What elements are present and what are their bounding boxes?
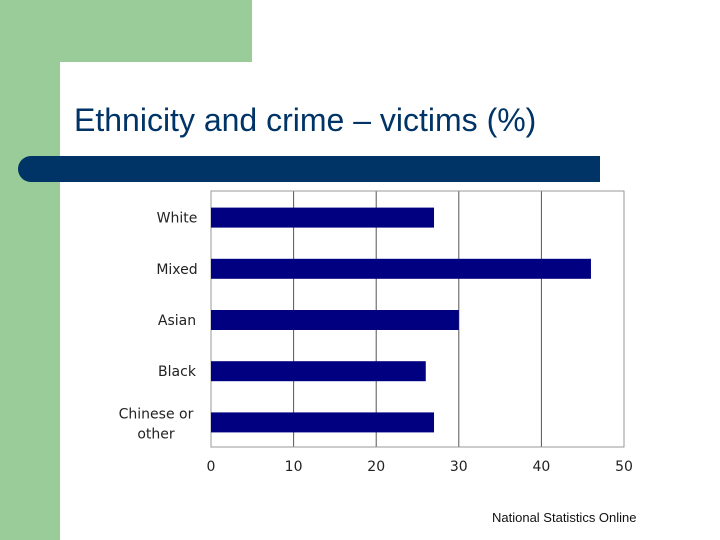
x-tick-label: 10 bbox=[285, 459, 303, 475]
accent-strip-left bbox=[0, 0, 60, 540]
bar bbox=[211, 310, 459, 330]
category-label: Black bbox=[158, 364, 197, 380]
x-tick-label: 0 bbox=[207, 459, 216, 475]
category-label: Asian bbox=[158, 313, 196, 329]
chart-bars bbox=[211, 207, 591, 433]
bar bbox=[211, 361, 426, 382]
category-label: Mixed bbox=[156, 262, 197, 278]
x-tick-label: 30 bbox=[450, 459, 468, 475]
category-label: Chinese or other bbox=[119, 406, 194, 442]
slide-title: Ethnicity and crime – victims (%) bbox=[74, 102, 537, 138]
bar bbox=[211, 207, 435, 228]
title-underline-bar bbox=[18, 156, 600, 182]
x-tick-label: 20 bbox=[367, 459, 385, 475]
x-tick-label: 40 bbox=[532, 459, 550, 475]
category-label: White bbox=[157, 211, 198, 227]
chart-x-tick-labels: 0 10 20 30 40 50 bbox=[207, 459, 633, 475]
bar-chart: White Mixed Asian Black Chinese or other 0 10 2… bbox=[119, 190, 633, 475]
chart-category-labels: White Mixed Asian Black Chinese or other bbox=[119, 211, 198, 443]
content-panel bbox=[60, 62, 720, 540]
bar bbox=[211, 258, 591, 279]
bar bbox=[211, 412, 435, 433]
x-tick-label: 50 bbox=[615, 459, 633, 475]
source-note: National Statistics Online bbox=[492, 510, 637, 525]
